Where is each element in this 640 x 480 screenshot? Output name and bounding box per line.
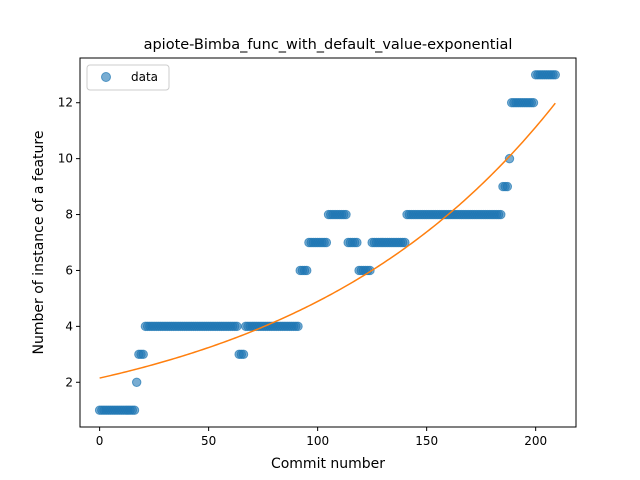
data-point	[129, 405, 140, 415]
fit-line	[99, 102, 556, 379]
data-point	[502, 181, 513, 192]
y-axis-ticks: 2 4 6 8 10 12	[58, 96, 80, 389]
axes-frame	[79, 57, 577, 428]
legend-box	[86, 64, 170, 91]
data-point	[341, 209, 351, 220]
x-tick-label: 100	[306, 434, 329, 448]
data-point	[138, 349, 148, 360]
data-point	[321, 237, 332, 248]
data-point	[400, 237, 410, 248]
x-tick-label: 150	[415, 434, 438, 448]
data-point	[496, 209, 506, 220]
x-axis-ticks: 0 50 100 150 200	[96, 427, 547, 448]
y-axis-label: Number of instance of a feature	[31, 131, 47, 355]
data-points	[94, 70, 560, 415]
y-tick-label: 10	[58, 152, 73, 166]
data-point	[232, 321, 242, 332]
legend-label-data: data	[131, 70, 158, 84]
data-point	[293, 321, 303, 332]
data-point	[528, 98, 539, 108]
chart-title: apiote-Bimba_func_with_default_value-exp…	[144, 37, 513, 53]
data-point	[302, 265, 312, 276]
x-tick-label: 200	[524, 434, 547, 448]
data-point	[504, 153, 515, 164]
x-tick-label: 50	[201, 434, 216, 448]
y-tick-label: 12	[58, 96, 73, 110]
data-point	[131, 377, 142, 387]
x-axis-label: Commit number	[271, 456, 385, 472]
legend-marker-data	[101, 72, 111, 82]
x-tick-label: 0	[96, 434, 104, 448]
y-tick-label: 8	[65, 208, 73, 222]
legend: data	[86, 64, 170, 91]
plot-area	[94, 70, 560, 415]
data-point	[352, 237, 362, 248]
data-point	[238, 349, 249, 360]
data-point	[550, 70, 560, 80]
y-tick-label: 4	[65, 319, 73, 333]
y-tick-label: 6	[65, 263, 73, 277]
y-tick-label: 2	[65, 375, 73, 389]
